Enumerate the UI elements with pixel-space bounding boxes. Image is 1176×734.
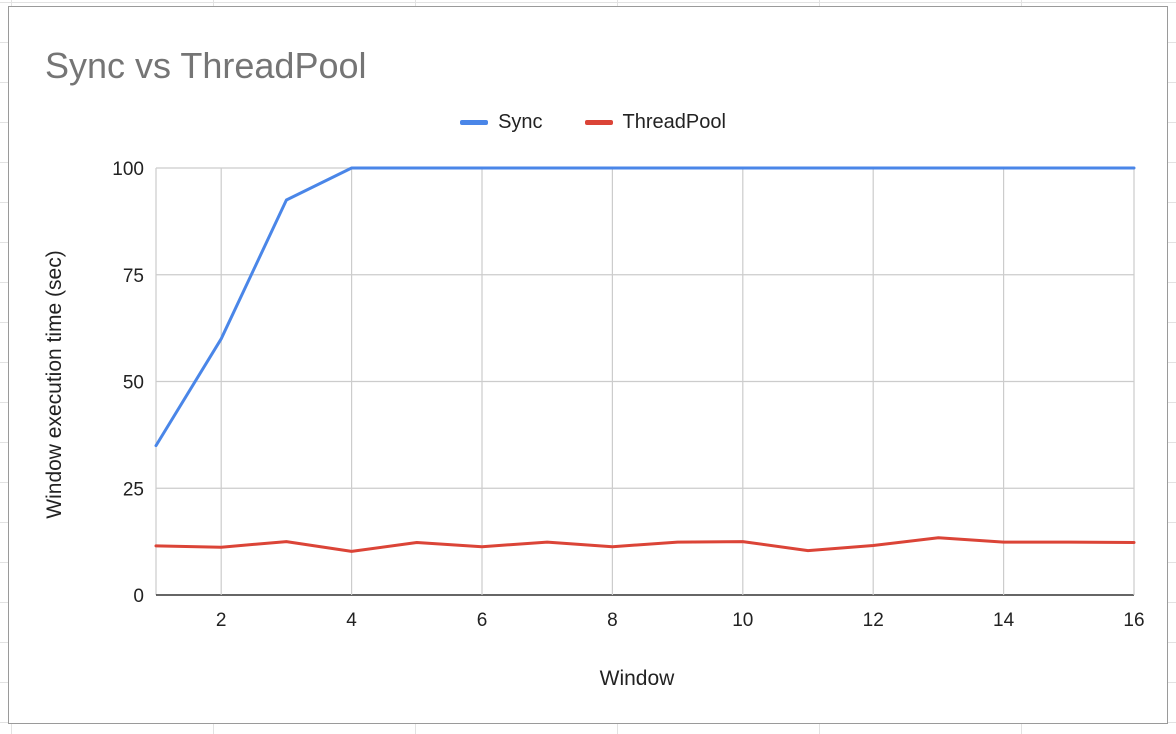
x-tick-label-16: 16 — [1123, 610, 1144, 631]
x-axis-ticks: 2 4 6 8 10 12 14 16 — [216, 610, 1145, 631]
y-tick-label-50: 50 — [123, 373, 144, 394]
x-tick-label-14: 14 — [993, 610, 1015, 631]
x-tick-label-12: 12 — [863, 610, 884, 631]
y-tick-label-0: 0 — [133, 586, 144, 607]
x-axis-title: Window — [600, 667, 676, 690]
y-tick-label-25: 25 — [123, 479, 144, 500]
legend-item-sync[interactable]: Sync — [452, 111, 543, 134]
legend-label-sync: Sync — [498, 111, 543, 133]
y-tick-label-75: 75 — [123, 266, 144, 287]
series-line-sync[interactable] — [154, 166, 1136, 448]
chart-card[interactable]: Sync vs ThreadPool Sync ThreadPool 0 25 50… — [8, 6, 1168, 724]
gridlines — [155, 167, 1135, 596]
chart-title: Sync vs ThreadPool — [45, 45, 367, 86]
series-line-threadpool[interactable] — [154, 536, 1136, 553]
legend-item-threadpool[interactable]: ThreadPool — [577, 111, 726, 134]
y-axis-title: Window execution time (sec) — [43, 250, 66, 518]
line-chart: 0 25 50 75 100 2 4 6 8 10 12 14 16 Window Window ex… — [43, 159, 1145, 690]
x-tick-label-2: 2 — [216, 610, 227, 631]
x-tick-label-10: 10 — [732, 610, 753, 631]
legend-label-threadpool: ThreadPool — [622, 111, 726, 133]
chart-legend: Sync ThreadPool — [9, 111, 1169, 134]
y-axis-ticks: 0 25 50 75 100 — [112, 159, 144, 607]
legend-swatch-sync — [460, 120, 489, 125]
series-lines — [154, 166, 1136, 553]
legend-swatch-threadpool — [584, 120, 613, 125]
x-tick-label-6: 6 — [477, 610, 488, 631]
x-tick-label-8: 8 — [607, 610, 618, 631]
y-tick-label-100: 100 — [112, 159, 144, 180]
x-tick-label-4: 4 — [346, 610, 357, 631]
